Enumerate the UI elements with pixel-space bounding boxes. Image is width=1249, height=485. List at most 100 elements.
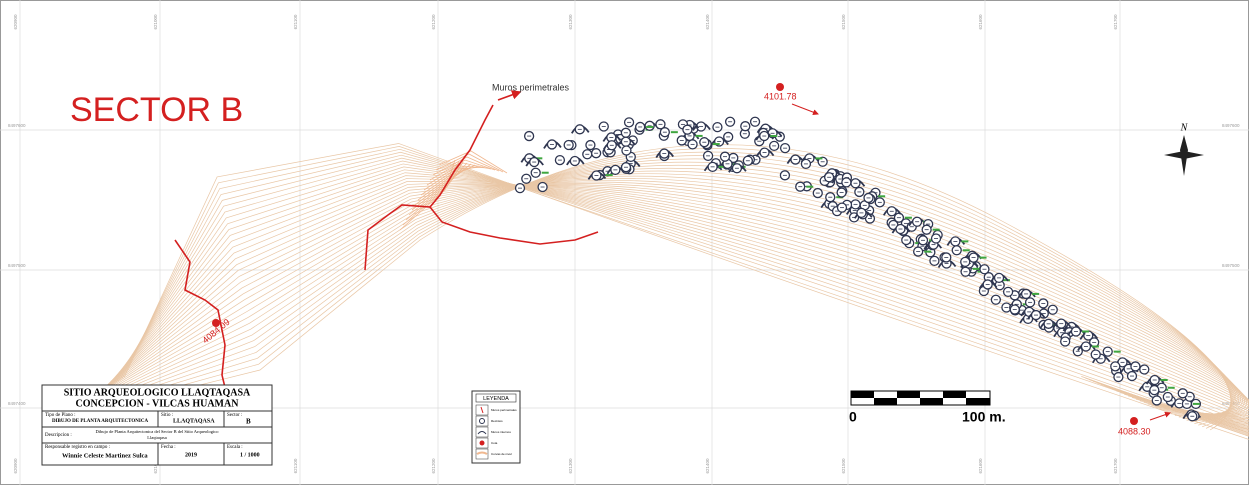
grid-label: 621500 [841, 458, 846, 474]
contour-line [420, 166, 484, 196]
grid-label: 621700 [1113, 14, 1118, 30]
block-title: SITIO ARQUEOLOGICO LLAQTAQASA [64, 387, 251, 398]
elevation-point: 4101.78 [764, 83, 819, 116]
contour-line [432, 156, 500, 176]
legend-symbol [479, 440, 485, 446]
room-label [535, 157, 543, 160]
grid-label: 621400 [705, 458, 710, 474]
elevation-label: 4101.78 [764, 91, 797, 101]
grid-label: 621300 [568, 14, 573, 30]
grid-label: 620900 [13, 14, 18, 30]
sector-title: SECTOR B [70, 91, 243, 129]
contour-line [108, 166, 1249, 429]
grid-label: 621600 [978, 458, 983, 474]
contour-line [114, 157, 1249, 432]
contour-line [120, 148, 1249, 435]
grid-label: 621200 [431, 458, 436, 474]
contour-line [426, 162, 492, 186]
contour-line [116, 154, 1249, 433]
contour-line [75, 170, 1240, 418]
legend-label: Recintos [491, 419, 503, 423]
contour-line [429, 159, 496, 181]
legend-label: Muros internos [491, 430, 511, 434]
room-label [1032, 292, 1040, 295]
contour-line [83, 180, 1247, 415]
field-label: Tipo de Plano : [45, 413, 76, 418]
scale-bar: 0 100 m. [849, 390, 1006, 425]
contour-line [106, 169, 1249, 428]
field-label: Sector : [227, 413, 242, 418]
room-label [670, 131, 678, 134]
field-label: Escala : [227, 445, 243, 450]
room-label [718, 165, 726, 168]
grid-label: 621400 [705, 14, 710, 30]
scale-start: 0 [849, 409, 857, 425]
contour-line [112, 160, 1249, 431]
legend-swatch [475, 448, 489, 460]
contour-line [96, 182, 1249, 421]
room-label [972, 267, 980, 270]
room-label [1167, 386, 1175, 389]
contour-line [87, 183, 1249, 415]
elevation-label: 4088.30 [1118, 426, 1151, 436]
field-label: Responsable registro en campo : [45, 445, 110, 450]
contour-line [124, 143, 1249, 440]
room-label [1091, 345, 1099, 348]
grid-label: 8497500 [1222, 263, 1240, 268]
grid-label: 621600 [978, 14, 983, 30]
field-label: Sitio : [161, 413, 173, 418]
grid-label: 8497600 [1222, 123, 1240, 128]
legend-title: LEYENDA [483, 396, 509, 402]
room-label [770, 135, 778, 138]
grid-label: 621100 [293, 14, 298, 29]
grid-label: 621200 [431, 14, 436, 30]
room-label [924, 250, 932, 253]
room-label [695, 134, 703, 137]
room-label [979, 256, 987, 259]
field-value: DIBUJO DE PLANTA ARQUITECTONICA [52, 419, 148, 424]
field-label: Fecha : [161, 445, 176, 450]
room-label [806, 185, 814, 188]
room-label [646, 125, 654, 128]
legend-label: Cota [491, 441, 498, 445]
grid-label: 621000 [153, 14, 158, 30]
title-block: SITIO ARQUEOLOGICO LLAQTAQASA CONCEPCION… [41, 384, 273, 466]
grid-label: 621700 [1113, 458, 1118, 474]
field-value: B [246, 418, 251, 426]
grid-label: 8497600 [8, 123, 26, 128]
field-label: Descripcion : [45, 433, 72, 438]
field-value: LLAQTAQASA [173, 418, 215, 424]
field-value: Winnie Celeste Martinez Sulca [62, 452, 148, 459]
room-label [712, 143, 720, 146]
legend-symbol [477, 431, 487, 435]
room-label [605, 174, 613, 177]
perimeter-walls [174, 90, 599, 401]
north-arrow: N [1164, 122, 1204, 176]
scale-end: 100 m. [962, 409, 1006, 425]
contour-line [71, 164, 1237, 421]
room-label [932, 228, 940, 231]
legend-symbol [480, 406, 484, 414]
contour-line [435, 153, 504, 173]
field-value: Dibujo de Planta Arquitectonica del Sect… [95, 429, 219, 440]
elevation-point: 4088.30 [1118, 411, 1171, 436]
legend-label: Muros perimetrales [491, 408, 517, 412]
legend: LEYENDA Muros perimetrales Recintos Muros … [471, 390, 521, 464]
room-label [815, 157, 823, 160]
grid-label: 621300 [568, 458, 573, 474]
contour-line [77, 173, 1241, 416]
room-label [904, 216, 912, 219]
room-label [1192, 402, 1200, 405]
contour-line [110, 163, 1249, 430]
grid-label: 8497500 [8, 263, 26, 268]
grid-label: 8497400 [8, 401, 26, 406]
room-label [961, 240, 969, 243]
grid-label: 621100 [293, 458, 298, 473]
grid-label: 621500 [841, 14, 846, 30]
legend-symbol [479, 418, 485, 424]
field-value: 2019 [185, 452, 197, 458]
legend-symbol [476, 451, 488, 455]
room-label [1160, 379, 1168, 382]
